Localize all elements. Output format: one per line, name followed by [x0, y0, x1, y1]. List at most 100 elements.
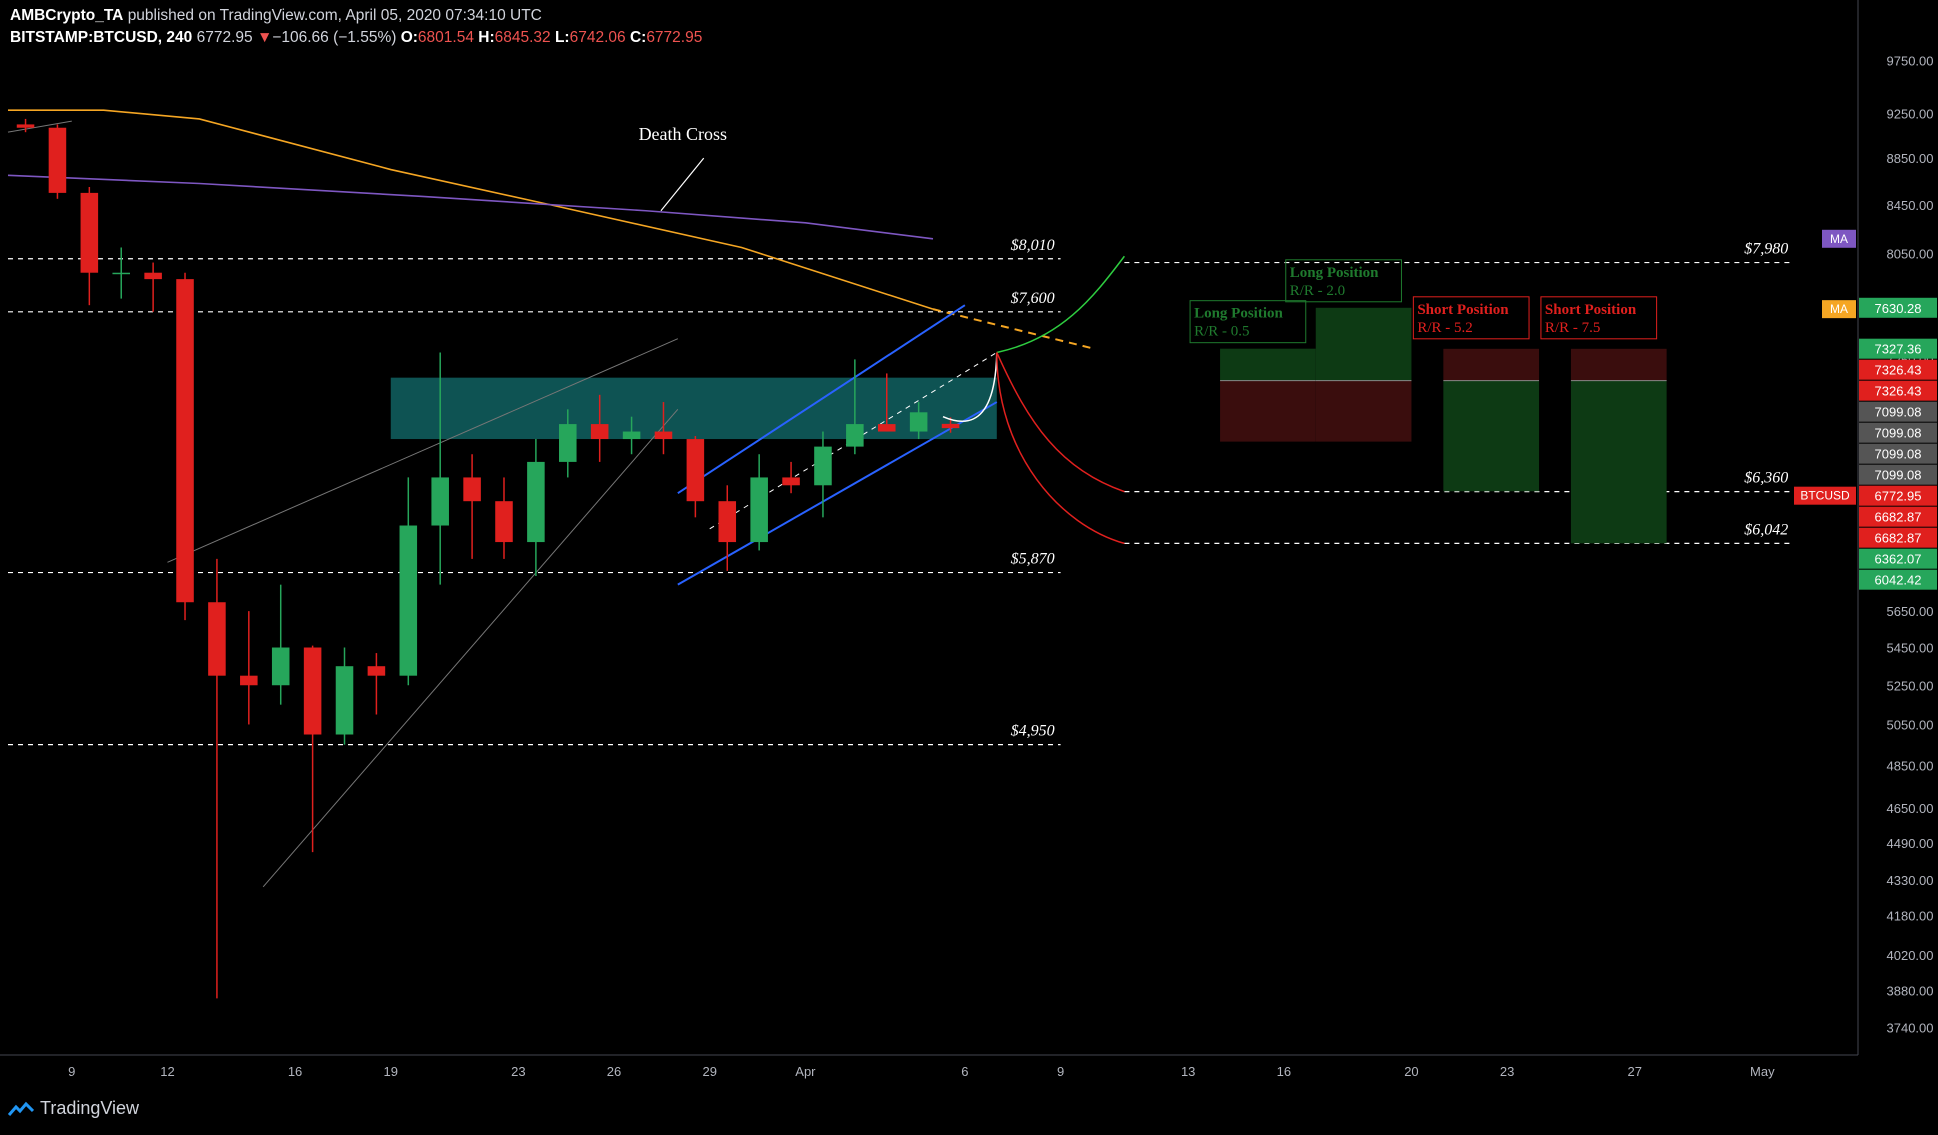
position-label-box — [1412, 296, 1530, 340]
position-stop-zone — [1220, 380, 1316, 442]
tradingview-logo-icon — [8, 1101, 34, 1116]
time-tick-label: 13 — [1181, 1064, 1195, 1079]
level-label: $6,042 — [1744, 521, 1788, 538]
price-axis-tag — [1859, 506, 1937, 527]
price-axis-tag-label: 6362.07 — [1875, 552, 1922, 567]
candle-body — [590, 424, 609, 440]
candle-body — [495, 501, 513, 543]
moving-average-line — [7, 174, 934, 240]
ma-tag-label: MA — [1830, 302, 1848, 316]
tradingview-footer[interactable]: TradingView — [8, 1098, 139, 1119]
time-tick-label: 16 — [1277, 1064, 1291, 1079]
early-trend-line — [7, 120, 72, 133]
time-tick-label: Apr — [795, 1064, 816, 1079]
symbol-tag-label: BTCUSD — [1800, 489, 1850, 503]
open-label: O: — [400, 29, 418, 46]
low-label: L: — [554, 29, 570, 46]
resistance-zone — [390, 377, 997, 440]
projection-bearish-arrow — [996, 352, 1125, 545]
price-tick-label: 5050.00 — [1887, 717, 1934, 732]
time-tick-label: 27 — [1627, 1064, 1641, 1079]
price-tick-label: 8050.00 — [1887, 247, 1934, 262]
price-tick-label: 5450.00 — [1887, 641, 1934, 656]
position-label-box — [1285, 259, 1402, 303]
price-tick-label: 5250.00 — [1887, 678, 1934, 693]
position-stop-zone — [1443, 348, 1540, 381]
candle-body — [399, 525, 418, 676]
time-tick-label: 6 — [961, 1064, 968, 1079]
candle-body — [16, 124, 35, 128]
symbol-label[interactable]: BITSTAMP:BTCUSD, 240 — [10, 29, 193, 46]
open-value: 6801.54 — [417, 29, 474, 46]
level-label: $5,870 — [1011, 551, 1055, 568]
publish-header: AMBCrypto_TA published on TradingView.co… — [10, 7, 542, 25]
position-stop-zone — [1570, 348, 1667, 381]
symbol-tag — [1794, 486, 1856, 505]
time-tick-label: 12 — [160, 1064, 174, 1079]
candle-body — [48, 127, 67, 193]
price-axis-tag-label: 7327.36 — [1875, 342, 1922, 357]
high-value: 6845.32 — [494, 29, 551, 46]
time-tick-label: 23 — [511, 1064, 525, 1079]
footer-brand: TradingView — [40, 1098, 140, 1118]
time-tick-label: 19 — [384, 1064, 398, 1079]
level-label: $7,600 — [1011, 290, 1055, 307]
price-tick-label: 8850.00 — [1887, 151, 1934, 166]
price-tick-label: 4650.00 — [1887, 801, 1934, 816]
candle-body — [750, 477, 768, 543]
position-target-zone — [1315, 307, 1412, 381]
candle-body — [335, 666, 354, 735]
ma-tag-label: MA — [1830, 232, 1848, 246]
author-name[interactable]: AMBCrypto_TA — [10, 7, 124, 24]
candle-body — [782, 477, 800, 486]
candle-body — [367, 666, 386, 676]
price-tick-label: 9750.00 — [1887, 53, 1934, 68]
candle-body — [431, 477, 449, 526]
time-tick-label: May — [1750, 1064, 1775, 1079]
position-label-box — [1189, 300, 1307, 344]
level-label: $7,980 — [1744, 241, 1788, 258]
price-axis-tag — [1859, 380, 1937, 401]
price-axis-tag — [1859, 548, 1937, 569]
position-label: Short Position — [1417, 302, 1509, 318]
position-label: Long Position — [1194, 306, 1283, 322]
projection-bullish-arrow — [996, 255, 1125, 354]
low-value: 6742.06 — [569, 29, 626, 46]
price-change: −106.66 (−1.55%) — [272, 29, 397, 46]
price-axis-tag-label: 7099.08 — [1875, 468, 1922, 483]
candle-body — [463, 477, 481, 502]
candle-body — [303, 647, 322, 735]
candle-body — [80, 192, 99, 273]
position-label-box — [1540, 296, 1658, 340]
price-tick-label: 4850.00 — [1887, 758, 1934, 773]
candle-body — [654, 431, 673, 440]
candle-body — [877, 424, 896, 432]
candle-body — [527, 461, 545, 543]
candle-body — [112, 272, 131, 275]
price-tick-label: 8450.00 — [1887, 198, 1934, 213]
price-axis-tag-label: 7099.08 — [1875, 426, 1922, 441]
price-axis-tag — [1859, 527, 1937, 548]
last-price: 6772.95 — [196, 29, 253, 46]
position-stop-zone — [1315, 380, 1412, 442]
candle-body — [176, 279, 194, 603]
candle-body — [271, 647, 290, 686]
price-axis-tag-label: 7326.43 — [1875, 384, 1922, 399]
candle-body — [622, 431, 641, 440]
published-text: published on TradingView.com, April 05, … — [127, 7, 542, 24]
close-value: 6772.95 — [646, 29, 703, 46]
candle-body — [208, 602, 226, 676]
time-tick-label: 26 — [607, 1064, 621, 1079]
candle-body — [240, 675, 258, 686]
ma-tag — [1822, 300, 1856, 319]
position-rr-label: R/R - 0.5 — [1194, 324, 1249, 340]
time-tick-label: 9 — [68, 1064, 75, 1079]
position-label: Long Position — [1290, 265, 1379, 281]
price-axis-tag — [1859, 359, 1937, 380]
price-axis-tag — [1859, 338, 1937, 359]
position-rr-label: R/R - 2.0 — [1290, 283, 1345, 299]
moving-average-line — [8, 109, 934, 310]
position-target-zone — [1443, 380, 1540, 492]
